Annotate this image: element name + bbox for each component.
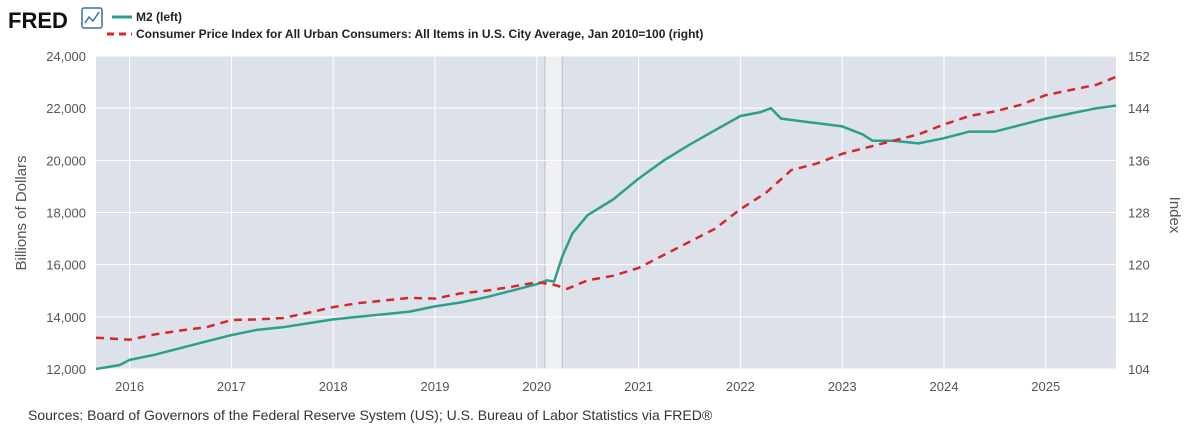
x-tick-0: 2016 [115, 379, 144, 394]
x-tick-2: 2018 [319, 379, 348, 394]
series-layer [95, 75, 1117, 371]
fred-chart-icon [81, 7, 103, 29]
legend-label-m2: M2 (left) [136, 10, 182, 24]
fred-logo: FRED [8, 8, 68, 33]
y-right-axis-title: Index [1166, 197, 1183, 234]
gridlines [96, 55, 1116, 370]
y-right-tick-3: 128 [1128, 206, 1150, 221]
y-right-tick-1: 112 [1128, 310, 1149, 325]
y-right-tick-4: 136 [1128, 153, 1150, 168]
x-tick-3: 2019 [421, 379, 450, 394]
y-right-tick-5: 144 [1128, 101, 1150, 116]
y-left-tick-5: 22,000 [46, 101, 86, 116]
y-left-tick-1: 14,000 [46, 310, 86, 325]
y-right-tick-6: 152 [1128, 49, 1150, 64]
y-right-tick-labels: 104 112 120 128 136 144 152 [1128, 49, 1150, 377]
y-left-tick-3: 18,000 [46, 206, 86, 221]
x-tick-4: 2020 [522, 379, 551, 394]
source-note: Sources: Board of Governors of the Feder… [28, 407, 713, 423]
y-left-tick-0: 12,000 [46, 362, 86, 377]
y-right-tick-2: 120 [1128, 258, 1150, 273]
y-left-tick-6: 24,000 [46, 49, 86, 64]
x-tick-6: 2022 [726, 379, 755, 394]
y-right-tick-0: 104 [1128, 362, 1150, 377]
x-tick-5: 2021 [624, 379, 653, 394]
y-left-tick-labels: 12,000 14,000 16,000 18,000 20,000 22,000 24,0… [46, 49, 86, 377]
x-tick-1: 2017 [217, 379, 246, 394]
x-tick-9: 2025 [1031, 379, 1060, 394]
x-tick-labels: 2016 2017 2018 2019 2020 2021 2022 2023 2024 2025 [115, 379, 1060, 394]
y-left-tick-4: 20,000 [46, 153, 86, 168]
legend: M2 (left) Consumer Price Index for All U… [107, 10, 703, 41]
y-left-tick-2: 16,000 [46, 258, 86, 273]
legend-label-cpi: Consumer Price Index for All Urban Consu… [136, 27, 703, 41]
series-line-m2 [95, 104, 1117, 371]
x-tick-8: 2024 [930, 379, 959, 394]
x-tick-7: 2023 [828, 379, 857, 394]
y-left-axis-title: Billions of Dollars [13, 155, 30, 270]
series-line-cpi [95, 75, 1117, 341]
